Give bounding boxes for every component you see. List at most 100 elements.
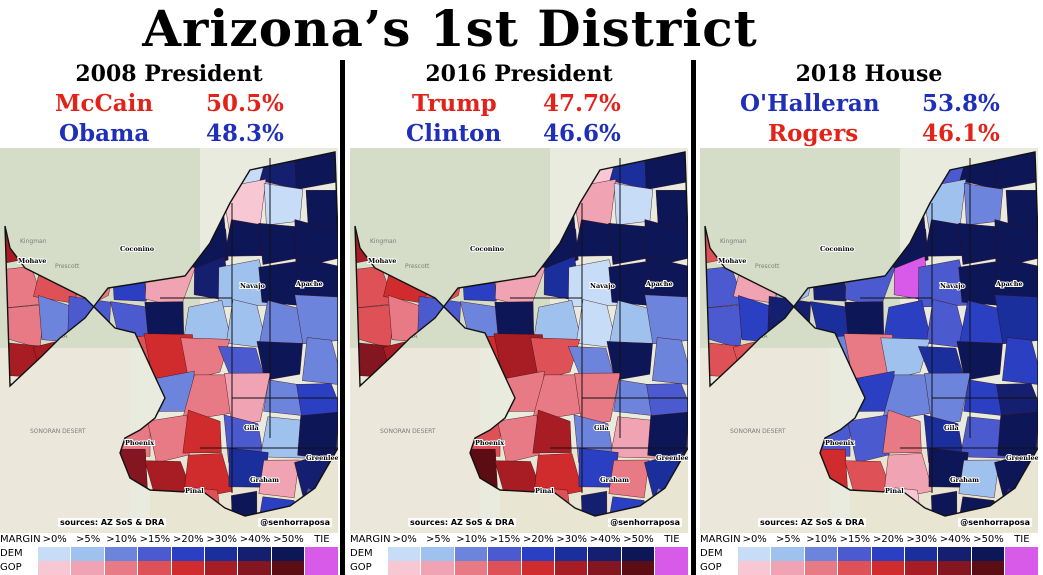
legend-swatch-gop bbox=[104, 561, 139, 575]
county-label: Greenlee bbox=[306, 454, 338, 462]
legend-swatch-gop bbox=[171, 561, 205, 575]
county-label: Mohave bbox=[718, 257, 746, 265]
result-row: Rogers 46.1% bbox=[700, 118, 1038, 150]
basemap-label: SONORAN DESERT bbox=[380, 428, 436, 435]
legend-swatch-dem bbox=[871, 547, 905, 561]
result-row: Obama 48.3% bbox=[0, 118, 338, 150]
precinct-area bbox=[994, 294, 1038, 345]
county-label: Greenlee bbox=[1006, 454, 1038, 462]
precinct-area bbox=[1005, 189, 1038, 234]
county-label: Pinal bbox=[185, 487, 204, 495]
basemap-terrain bbox=[0, 348, 130, 533]
panel-2016-president: 2016 President Trump 47.7% Clinton 46.6%… bbox=[350, 60, 689, 575]
district-map-svg: ARIZONASONORAN DESERTPrescottKingmanMoha… bbox=[0, 148, 338, 533]
county-label: Gila bbox=[594, 424, 609, 432]
legend-margin-label: MARGIN bbox=[0, 534, 41, 545]
candidate-pct: 47.7% bbox=[543, 90, 621, 117]
legend-swatch-gop bbox=[205, 561, 239, 575]
precinct-area bbox=[644, 294, 688, 345]
precinct-area bbox=[530, 337, 581, 381]
precinct-area bbox=[924, 372, 971, 426]
legend-swatch-dem bbox=[738, 547, 772, 561]
district-outline bbox=[354, 151, 688, 517]
legend-swatch-dem bbox=[138, 547, 172, 561]
legend-header: >0% bbox=[742, 534, 767, 545]
legend-swatch-dem bbox=[588, 547, 622, 561]
legend-swatch-gop bbox=[771, 561, 805, 575]
county-label: Greenlee bbox=[656, 454, 688, 462]
legend-header: >50% bbox=[273, 534, 304, 545]
legend-swatch-gop bbox=[138, 561, 172, 575]
legend-swatch-gop bbox=[588, 561, 622, 575]
candidate-pct: 53.8% bbox=[922, 90, 1000, 117]
legend-swatch-dem bbox=[521, 547, 555, 561]
precinct-area bbox=[231, 490, 258, 516]
legend-swatch-gop bbox=[521, 561, 555, 575]
precinct-area bbox=[956, 341, 1003, 381]
candidate-pct: 46.1% bbox=[922, 120, 1000, 147]
county-label: Navajo bbox=[240, 282, 265, 290]
legend-swatch-tie bbox=[305, 547, 339, 561]
sources-text: sources: AZ SoS & DRA bbox=[758, 518, 867, 527]
precinct-area bbox=[652, 337, 688, 386]
county-label: Apache bbox=[295, 280, 323, 288]
precinct-area bbox=[655, 189, 688, 234]
legend-swatch-tie bbox=[305, 561, 339, 575]
candidate-name: Rogers bbox=[768, 120, 859, 147]
legend-header: >10% bbox=[106, 534, 137, 545]
precinct-area bbox=[994, 219, 1038, 269]
district-outline bbox=[4, 151, 338, 517]
precinct-area bbox=[147, 414, 190, 464]
result-row: Trump 47.7% bbox=[350, 88, 688, 120]
precinct-area bbox=[606, 341, 653, 381]
precinct-area bbox=[532, 409, 572, 454]
county-label: Mohave bbox=[18, 257, 46, 265]
precinct-area bbox=[958, 459, 1000, 499]
legend-swatch-gop bbox=[555, 561, 589, 575]
legend-swatch-gop bbox=[488, 561, 522, 575]
county-label: Pinal bbox=[885, 487, 904, 495]
candidate-name: McCain bbox=[55, 90, 154, 117]
county-label: Navajo bbox=[590, 282, 615, 290]
county-label: Phoenix bbox=[475, 439, 504, 447]
legend-swatch-gop bbox=[388, 561, 422, 575]
county-label: Mohave bbox=[368, 257, 396, 265]
legend-dem-label: DEM bbox=[700, 548, 723, 559]
legend-swatch-gop bbox=[621, 561, 656, 575]
precinct-area bbox=[294, 219, 338, 269]
basemap-label: Kingman bbox=[370, 238, 397, 245]
legend-dem-label: DEM bbox=[350, 548, 373, 559]
county-label: Gila bbox=[244, 424, 259, 432]
legend-header: >15% bbox=[489, 534, 521, 545]
legend-swatch-gop bbox=[738, 561, 772, 575]
legend-swatch-gop bbox=[938, 561, 972, 575]
legend-swatch-dem bbox=[905, 547, 939, 561]
precinct-area bbox=[1002, 337, 1038, 386]
legend-header: >5% bbox=[775, 534, 801, 545]
panel-2018-house: 2018 House O'Halleran 53.8% Rogers 46.1%… bbox=[700, 60, 1039, 575]
county-label: Graham bbox=[950, 476, 979, 484]
precinct-area bbox=[882, 409, 922, 454]
precinct-area bbox=[644, 219, 688, 269]
district-map: ARIZONASONORAN DESERTPrescottKingmanMoha… bbox=[350, 148, 688, 533]
legend-swatch-dem bbox=[621, 547, 656, 561]
page-title: Arizona’s 1st District bbox=[142, 0, 758, 58]
legend-swatch-dem bbox=[804, 547, 839, 561]
legend-header: >20% bbox=[522, 534, 554, 545]
county-label: Navajo bbox=[940, 282, 965, 290]
legend-header: TIE bbox=[314, 534, 330, 545]
legend-swatch-gop bbox=[71, 561, 105, 575]
legend-swatch-dem bbox=[971, 547, 1006, 561]
legend-header: >20% bbox=[872, 534, 904, 545]
basemap-label: Kingman bbox=[720, 238, 747, 245]
margin-legend: MARGIN DEM GOP >0% >5% >10% >15% >20% >30% >40% >5… bbox=[0, 533, 339, 575]
legend-swatch-gop bbox=[238, 561, 272, 575]
legend-swatch-dem bbox=[771, 547, 805, 561]
legend-gop-label: GOP bbox=[350, 562, 372, 573]
basemap-terrain bbox=[700, 348, 830, 533]
legend-header: TIE bbox=[1014, 534, 1030, 545]
sources-text: sources: AZ SoS & DRA bbox=[58, 518, 167, 527]
legend-swatch-gop bbox=[838, 561, 872, 575]
legend-swatch-tie bbox=[655, 561, 689, 575]
county-label: Gila bbox=[944, 424, 959, 432]
